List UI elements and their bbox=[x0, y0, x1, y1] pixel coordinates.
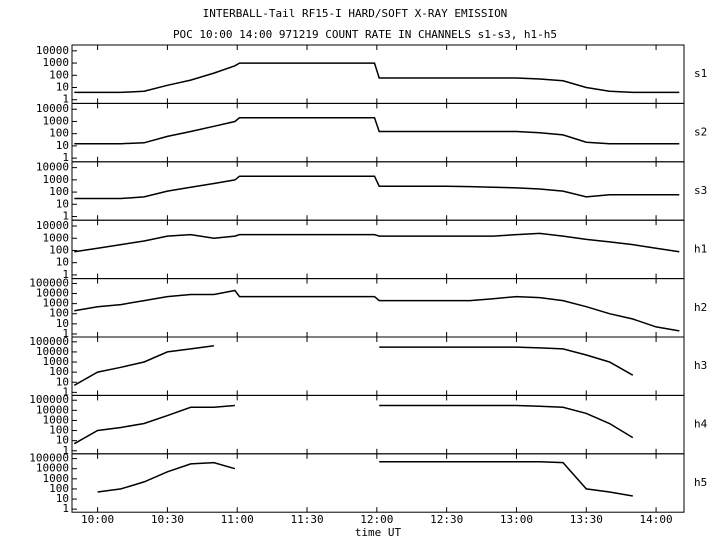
y-tick-label: 10 bbox=[56, 375, 69, 388]
y-tick-label: 10000 bbox=[36, 287, 69, 300]
y-tick-label: 100 bbox=[49, 482, 69, 495]
series-line bbox=[97, 460, 633, 497]
y-tick-label: 1 bbox=[62, 93, 69, 106]
y-tick-label: 1000 bbox=[43, 413, 70, 426]
y-tick-label: 1000 bbox=[43, 231, 70, 244]
chart-subtitle: POC 10:00 14:00 971219 COUNT RATE IN CHA… bbox=[173, 28, 557, 41]
x-tick-label: 12:30 bbox=[430, 513, 463, 526]
y-tick-label: 10 bbox=[56, 139, 69, 152]
y-tick-label: 10 bbox=[56, 256, 69, 269]
y-tick-label: 100 bbox=[49, 68, 69, 81]
y-tick-label: 100000 bbox=[29, 452, 69, 465]
series-name: h1 bbox=[694, 242, 707, 255]
y-tick-label: 100 bbox=[49, 307, 69, 320]
series-line bbox=[74, 117, 680, 145]
y-tick-label: 1 bbox=[62, 151, 69, 164]
y-tick-label: 1000 bbox=[43, 297, 70, 310]
y-tick-label: 10 bbox=[56, 80, 69, 93]
y-tick-label: 100000 bbox=[29, 393, 69, 406]
series-name: h4 bbox=[694, 418, 708, 431]
y-tick-label: 100 bbox=[49, 185, 69, 198]
x-tick-label: 10:30 bbox=[151, 513, 184, 526]
x-tick-label: 11:30 bbox=[290, 513, 323, 526]
y-tick-label: 10 bbox=[56, 197, 69, 210]
y-tick-label: 10000 bbox=[36, 102, 69, 115]
series-name: h5 bbox=[694, 476, 707, 489]
series-line bbox=[74, 175, 680, 200]
chart-title: INTERBALL-Tail RF15-I HARD/SOFT X-RAY EM… bbox=[203, 7, 508, 20]
series-name: s1 bbox=[694, 67, 707, 80]
y-tick-label: 10000 bbox=[36, 44, 69, 57]
y-tick-label: 10000 bbox=[36, 161, 69, 174]
x-tick-label: 13:30 bbox=[570, 513, 603, 526]
y-tick-label: 1000 bbox=[43, 173, 70, 186]
y-tick-label: 1000 bbox=[43, 472, 70, 485]
y-tick-label: 1 bbox=[62, 385, 69, 398]
y-tick-label: 100 bbox=[49, 365, 69, 378]
y-tick-label: 10000 bbox=[36, 462, 69, 475]
y-tick-label: 1 bbox=[62, 268, 69, 281]
x-tick-label: 12:00 bbox=[360, 513, 393, 526]
y-tick-label: 1 bbox=[62, 327, 69, 340]
y-tick-label: 1000 bbox=[43, 355, 70, 368]
y-tick-label: 100 bbox=[49, 243, 69, 256]
y-tick-label: 1 bbox=[62, 502, 69, 515]
y-tick-label: 10000 bbox=[36, 403, 69, 416]
series-name: h2 bbox=[694, 301, 707, 314]
y-tick-label: 10000 bbox=[36, 219, 69, 232]
y-tick-label: 10 bbox=[56, 317, 69, 330]
x-tick-label: 11:00 bbox=[221, 513, 254, 526]
series-line bbox=[74, 289, 680, 332]
y-tick-label: 100 bbox=[49, 424, 69, 437]
series-line bbox=[73, 404, 634, 445]
y-tick-label: 10 bbox=[56, 434, 69, 447]
y-tick-label: 1 bbox=[62, 444, 69, 457]
series-line bbox=[73, 345, 634, 386]
panel-frame bbox=[71, 453, 685, 513]
y-tick-label: 100000 bbox=[29, 276, 69, 289]
y-tick-label: 10 bbox=[56, 492, 69, 505]
series-name: s2 bbox=[694, 126, 707, 139]
series-name: h3 bbox=[694, 359, 707, 372]
y-tick-label: 1000 bbox=[43, 56, 70, 69]
y-tick-label: 1 bbox=[62, 210, 69, 223]
y-tick-label: 10000 bbox=[36, 345, 69, 358]
x-tick-label: 14:00 bbox=[640, 513, 673, 526]
y-tick-label: 100 bbox=[49, 127, 69, 140]
series-line bbox=[74, 62, 680, 94]
y-tick-label: 100000 bbox=[29, 335, 69, 348]
series-line bbox=[74, 232, 680, 253]
series-name: s3 bbox=[694, 184, 707, 197]
y-tick-label: 1000 bbox=[43, 114, 70, 127]
x-tick-label: 13:00 bbox=[500, 513, 533, 526]
x-axis-label: time UT bbox=[355, 526, 402, 539]
x-tick-label: 10:00 bbox=[81, 513, 114, 526]
